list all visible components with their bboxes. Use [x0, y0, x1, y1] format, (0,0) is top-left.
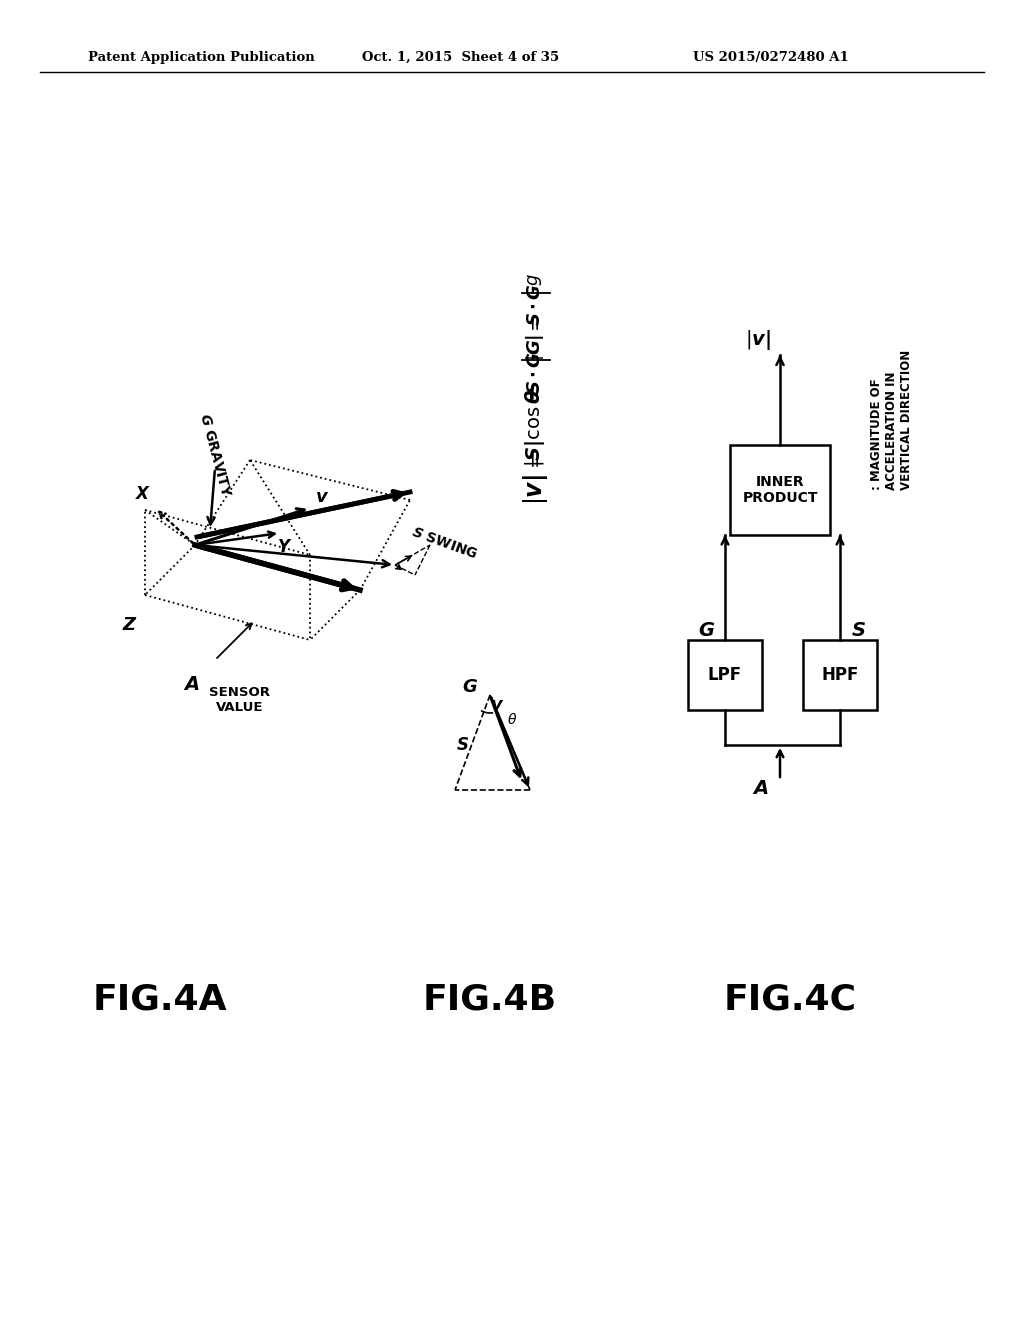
Text: $\bfit{G}$: $\bfit{G}$ [698, 620, 716, 639]
Text: $g$: $g$ [526, 273, 544, 286]
Text: $\bfit{S}\cdot\bfit{G}$: $\bfit{S}\cdot\bfit{G}$ [526, 351, 544, 395]
Text: $\bfit{A}$: $\bfit{A}$ [183, 676, 200, 694]
Bar [688, 640, 762, 710]
Text: $\bfit{G}$: $\bfit{G}$ [462, 678, 478, 696]
Text: $\bfit{S}$: $\bfit{S}$ [457, 737, 470, 754]
Text: SENSOR
VALUE: SENSOR VALUE [210, 686, 270, 714]
Text: $=$: $=$ [525, 314, 545, 335]
Text: $|\bfit{S}|\cos\theta$: $|\bfit{S}|\cos\theta$ [523, 388, 547, 467]
Text: $\bfit{Y}$: $\bfit{Y}$ [278, 539, 293, 556]
Text: $\bfit{v}$: $\bfit{v}$ [315, 488, 329, 506]
Text: $\bfit{S}$: $\bfit{S}$ [851, 620, 865, 639]
Text: HPF: HPF [821, 667, 859, 684]
Text: $\bfit{X}$: $\bfit{X}$ [135, 484, 152, 503]
Text: LPF: LPF [708, 667, 742, 684]
Text: US 2015/0272480 A1: US 2015/0272480 A1 [693, 50, 849, 63]
Text: Oct. 1, 2015  Sheet 4 of 35: Oct. 1, 2015 Sheet 4 of 35 [362, 50, 559, 63]
Bar [730, 445, 830, 535]
Bar [803, 640, 877, 710]
Text: $\bfit{v}$: $\bfit{v}$ [489, 696, 504, 714]
Text: $\bfit{G}$ GRAVITY: $\bfit{G}$ GRAVITY [197, 412, 233, 499]
Text: Patent Application Publication: Patent Application Publication [88, 50, 314, 63]
Text: $\bfit{Z}$: $\bfit{Z}$ [122, 616, 138, 634]
Text: $=$: $=$ [525, 384, 545, 405]
Text: FIG.4B: FIG.4B [423, 983, 557, 1016]
Text: $=$: $=$ [525, 451, 545, 473]
Text: $|\bfit{v}|$: $|\bfit{v}|$ [520, 474, 550, 506]
Text: $|\bfit{G}|$: $|\bfit{G}|$ [524, 334, 546, 360]
Text: FIG.4A: FIG.4A [93, 983, 227, 1016]
Text: $\theta$: $\theta$ [507, 711, 517, 726]
Text: INNER
PRODUCT: INNER PRODUCT [742, 475, 818, 506]
Text: $|\bfit{v}|$: $|\bfit{v}|$ [745, 327, 771, 352]
Text: $\bfit{S}$ SWING: $\bfit{S}$ SWING [410, 524, 480, 561]
Text: FIG.4C: FIG.4C [724, 983, 856, 1016]
Text: $\bfit{A}$: $\bfit{A}$ [752, 779, 768, 797]
Text: $\bfit{S}\cdot\bfit{G}$: $\bfit{S}\cdot\bfit{G}$ [526, 284, 544, 326]
Text: : MAGNITUDE OF
ACCELERATION IN
VERTICAL DIRECTION: : MAGNITUDE OF ACCELERATION IN VERTICAL … [870, 350, 913, 490]
